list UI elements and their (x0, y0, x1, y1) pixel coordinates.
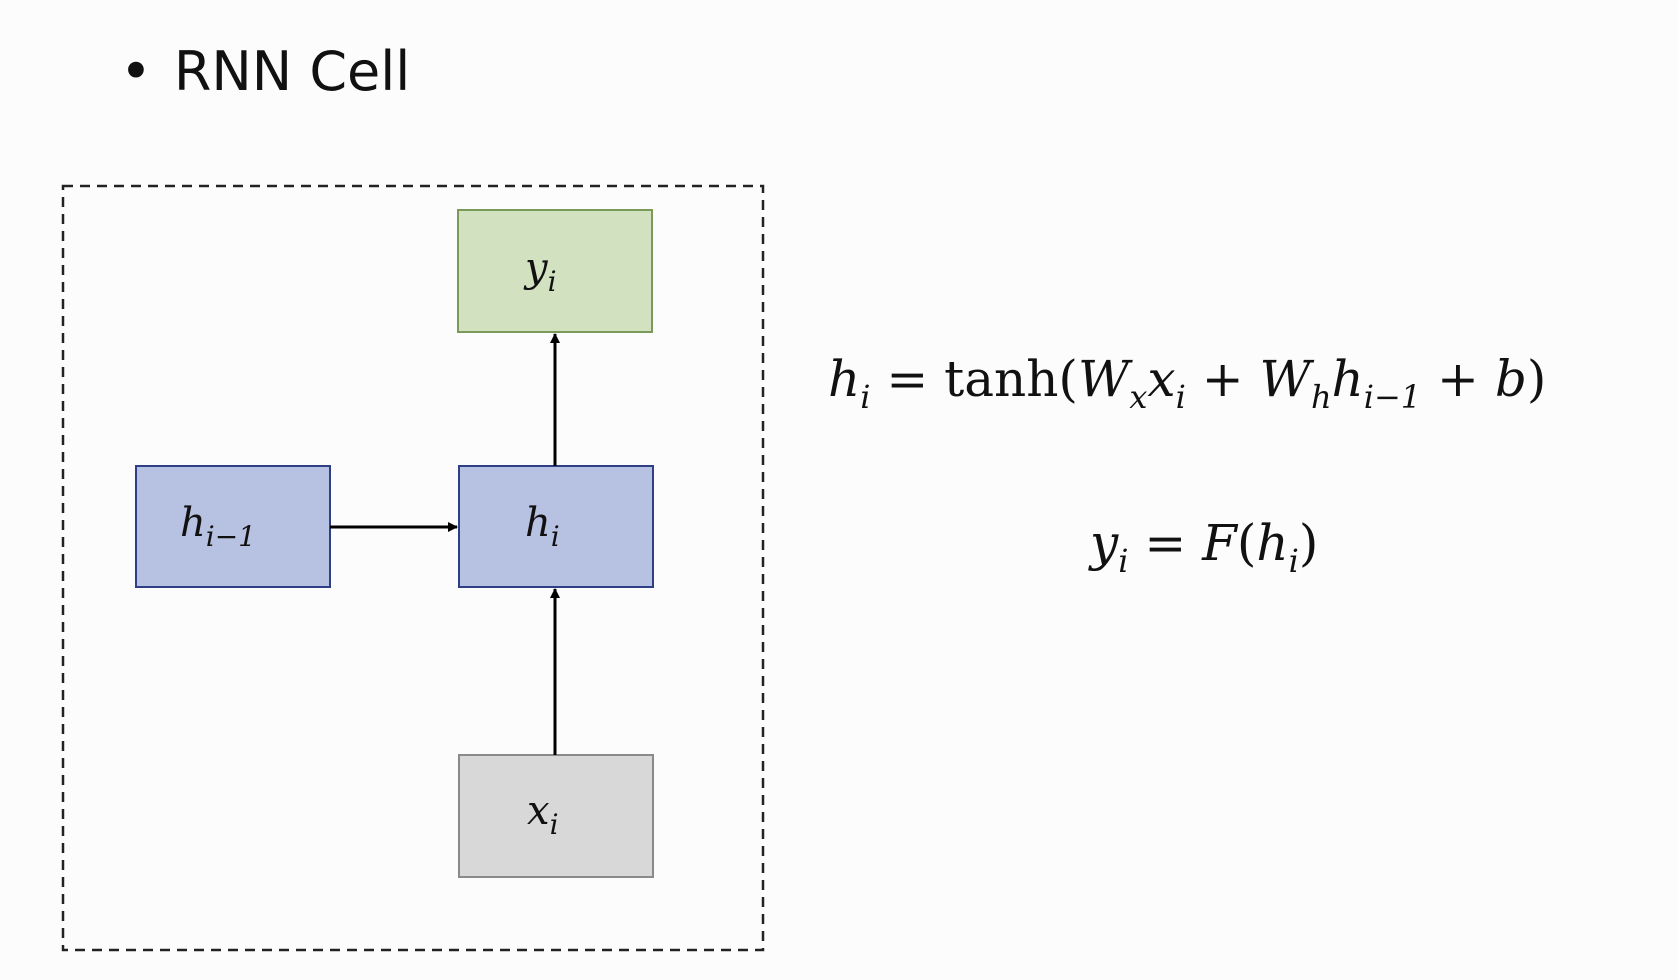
node-x-i-box (458, 754, 654, 878)
slide-heading: • RNN Cell (120, 40, 410, 103)
node-x-i: xi (458, 754, 654, 878)
node-h-i-label: hi (525, 500, 560, 553)
node-y-i: yi (457, 209, 653, 333)
node-h-prev: hi−1 (135, 465, 331, 588)
equation-hidden-state: hi = tanh(Wxxi + Whhi−1 + b) (828, 350, 1546, 416)
node-y-i-label: yi (523, 245, 557, 298)
bullet-icon: • (120, 40, 152, 103)
node-y-i-box (457, 209, 653, 333)
node-h-prev-label: hi−1 (180, 500, 256, 553)
heading-text: RNN Cell (173, 40, 411, 103)
equation-output: yi = F(hi) (1088, 514, 1318, 580)
node-x-i-label: xi (527, 788, 559, 841)
cell-frame (61, 184, 765, 952)
node-h-i: hi (458, 465, 654, 588)
node-h-i-box (458, 465, 654, 588)
